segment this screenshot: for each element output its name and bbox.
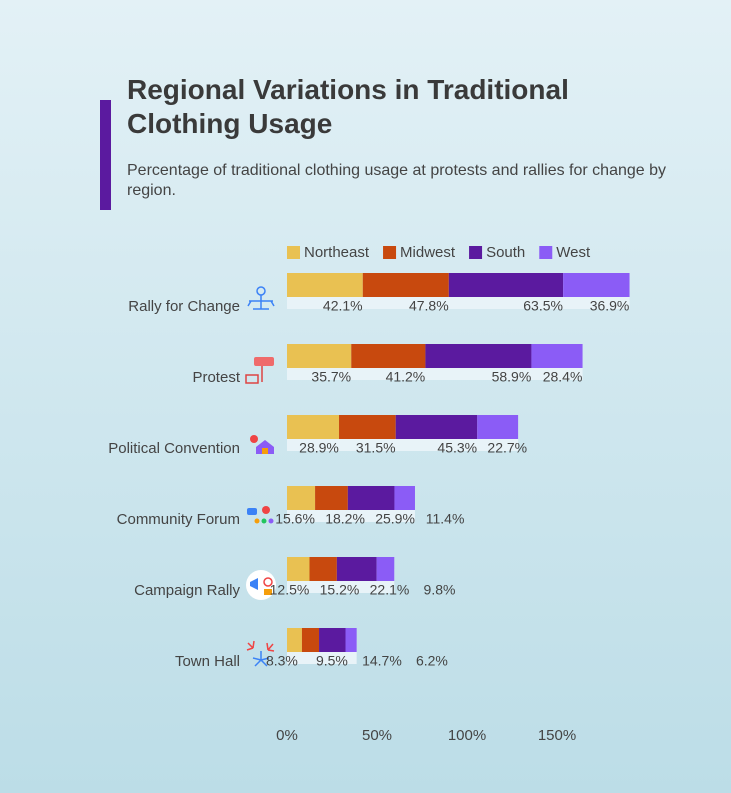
icon [245,357,274,384]
legend-swatch [469,246,483,259]
bar-segment [394,486,415,510]
bar-segment [477,415,519,439]
bar-segment [309,557,337,581]
legend-label: West [556,244,591,261]
value-label: 15.6% [275,511,315,527]
value-label: 28.9% [299,440,339,456]
value-label: 22.1% [370,582,410,598]
value-label: 28.4% [543,369,583,385]
value-label: 11.4% [426,511,465,527]
value-label: 36.9% [590,298,630,314]
value-label: 15.2% [320,582,360,598]
chart-title: Regional Variations in Traditional Cloth… [127,74,569,139]
bar-segment [395,415,478,439]
value-label: 31.5% [356,440,396,456]
bar-segment [531,344,583,368]
value-label: 42.1% [323,298,363,314]
bar-segment [287,557,310,581]
value-label: 58.9% [492,369,532,385]
legend-swatch [287,246,300,259]
bar-segment [347,486,395,510]
category-label: Campaign Rally [134,582,240,599]
bar-segment [301,628,320,652]
value-label: 6.2% [416,653,448,669]
category-label: Rally for Change [128,298,240,315]
bar-segment [287,415,340,439]
bar-segment [287,273,363,297]
value-label: 9.5% [316,653,348,669]
value-label: 14.7% [362,653,402,669]
legend-swatch [383,246,397,259]
chart-subtitle: Percentage of traditional clothing usage… [127,162,666,199]
x-tick-label: 50% [362,727,392,744]
icon [247,286,275,310]
icon [246,570,276,600]
bar-segment [339,415,396,439]
bar-segment [425,344,532,368]
value-label: 12.5% [270,582,310,598]
x-tick-label: 150% [538,727,576,744]
bar-segment [287,628,302,652]
value-label: 35.7% [311,369,351,385]
value-label: 8.3% [266,653,298,669]
legend-label: Northeast [304,244,370,261]
icons [245,286,276,667]
icon [246,640,275,667]
bar-segment [351,344,426,368]
category-label: Political Convention [108,440,240,457]
bar-segment [336,557,377,581]
value-label: 63.5% [523,298,563,314]
bar-segment [376,557,395,581]
title-accent [100,100,111,210]
value-label: 22.7% [487,440,527,456]
category-label: Community Forum [117,511,240,528]
icon [247,506,274,524]
x-tick-label: 0% [276,727,298,744]
category-label: Protest [192,369,240,386]
value-label: 47.8% [409,298,449,314]
legend-swatch [539,246,553,259]
bar-segment [362,273,449,297]
x-tick-label: 100% [448,727,486,744]
value-label: 41.2% [386,369,426,385]
bar-segment [345,628,357,652]
category-label: Town Hall [175,653,240,670]
value-label: 18.2% [325,511,365,527]
bar-segment [563,273,630,297]
value-label: 45.3% [437,440,477,456]
bar-segment [448,273,564,297]
icon [250,435,274,454]
bar-segment [287,344,352,368]
value-label: 9.8% [424,582,456,598]
legend-label: South [486,244,525,261]
value-label: 25.9% [375,511,415,527]
bar-segment [319,628,346,652]
bar-segment [287,486,316,510]
legend-label: Midwest [400,244,456,261]
bar-segment [315,486,348,510]
